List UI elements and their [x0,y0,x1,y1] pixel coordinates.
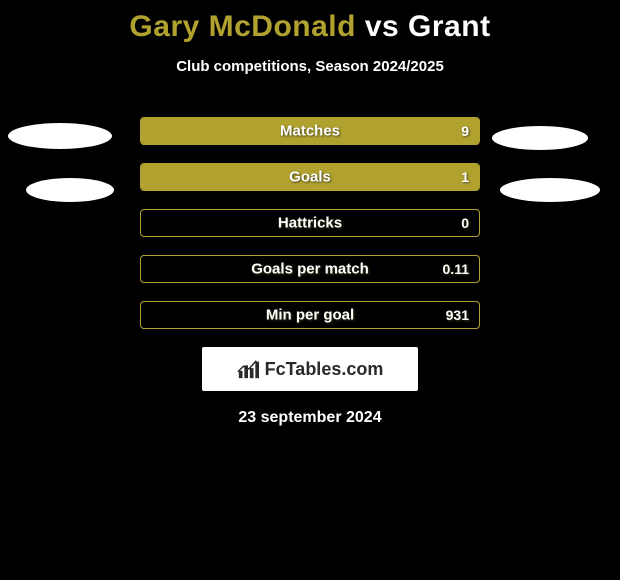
decorative-ellipse [500,178,600,202]
fctables-logo-text: FcTables.com [265,359,384,380]
stat-row: Goals 1 [140,163,480,191]
stat-value: 0 [461,215,469,231]
comparison-title: Gary McDonald vs Grant [0,0,620,44]
stat-row: Hattricks 0 [140,209,480,237]
title-player1: Gary McDonald [129,10,356,43]
stat-value: 931 [446,307,469,323]
stat-row: Goals per match 0.11 [140,255,480,283]
stat-value: 0.11 [443,261,469,277]
decorative-ellipse [492,126,588,150]
stat-label: Goals [289,169,331,186]
decorative-ellipse [8,123,112,149]
stat-label: Min per goal [266,307,354,324]
subtitle: Club competitions, Season 2024/2025 [0,58,620,75]
bar-chart-icon [237,358,259,380]
stat-value: 9 [461,123,469,139]
date-text: 23 september 2024 [0,409,620,427]
title-vs: vs [365,10,399,43]
fctables-logo-box: FcTables.com [202,347,418,391]
decorative-ellipse [26,178,114,202]
stat-label: Hattricks [278,215,342,232]
stat-row: Matches 9 [140,117,480,145]
stat-label: Matches [280,123,340,140]
stat-value: 1 [461,169,469,185]
stats-container: Matches 9 Goals 1 Hattricks 0 Goals per match 0… [140,117,480,329]
stat-row: Min per goal 931 [140,301,480,329]
title-player2: Grant [408,10,491,43]
stat-label: Goals per match [251,261,369,278]
